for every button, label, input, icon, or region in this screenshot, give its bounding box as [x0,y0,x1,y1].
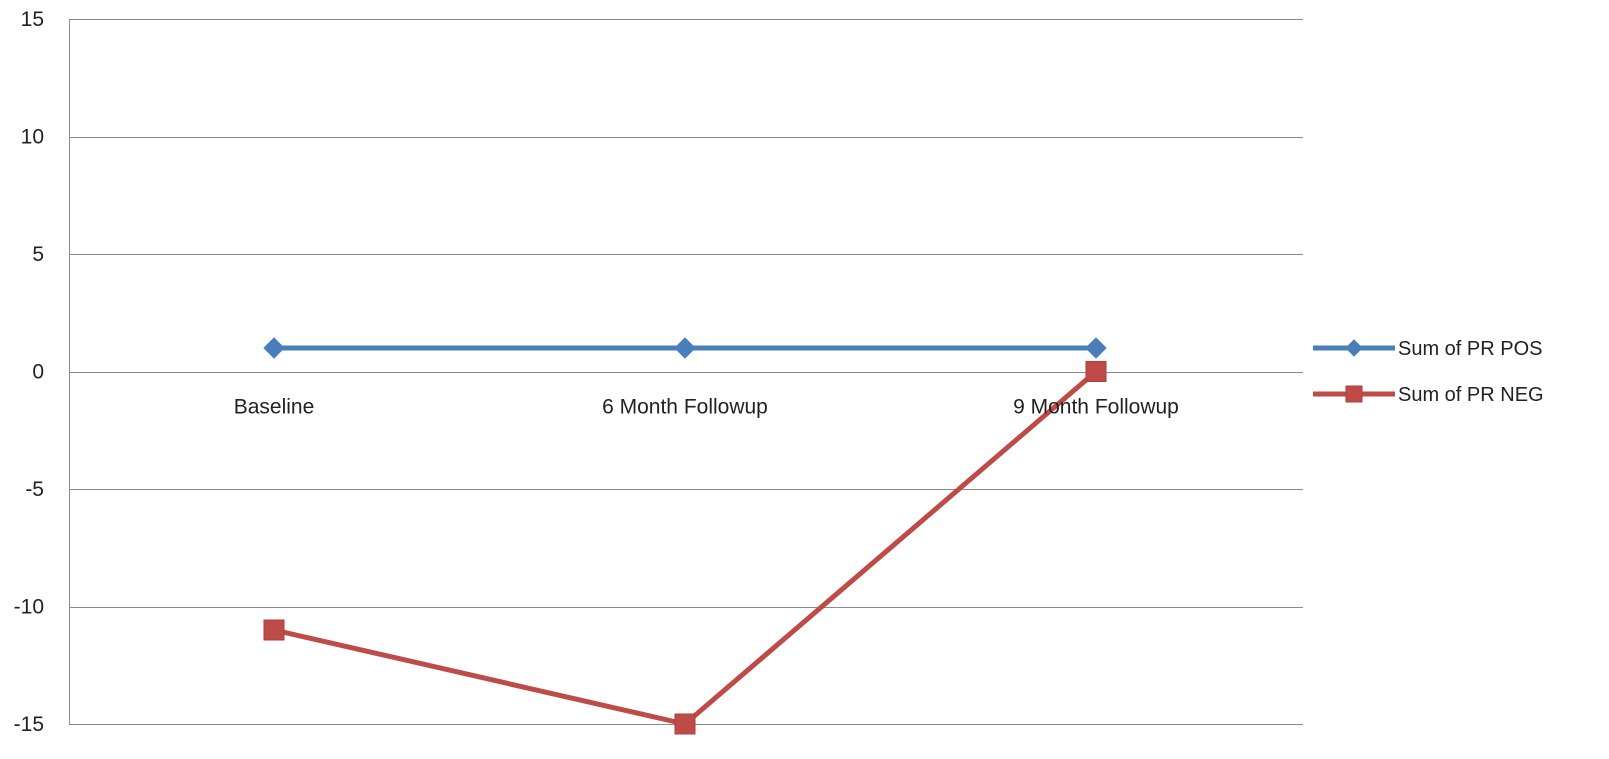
square-marker [1085,361,1107,382]
legend: Sum of PR POS Sum of PR NEG [1313,338,1544,406]
series-line [271,369,1099,727]
x-category-label: 6 Month Followup [602,396,768,419]
x-category-label: Baseline [234,396,315,419]
diamond-marker [1085,337,1107,359]
diamond-marker [1345,339,1363,357]
diamond-marker [263,337,285,359]
y-tick-label: 15 [21,8,44,31]
diamond-marker [674,337,696,359]
category-labels: Baseline 6 Month Followup 9 Month Followup [234,396,1179,419]
y-tick-label: 10 [21,126,44,149]
x-category-label: 9 Month Followup [1013,396,1179,419]
axes: 15 10 5 0 -5 -10 -15 [14,8,70,736]
y-tick-label: 5 [32,243,44,266]
y-tick-label: -15 [14,713,44,736]
legend-label: Sum of PR NEG [1398,384,1544,406]
grid [69,19,1303,725]
y-tick-label: 0 [32,361,44,384]
series [263,337,1107,735]
y-tick-label: -10 [14,596,44,619]
legend-item: Sum of PR NEG [1313,384,1544,406]
square-marker [263,619,285,641]
legend-label: Sum of PR POS [1398,338,1543,360]
legend-item: Sum of PR POS [1313,338,1543,360]
y-tick-label: -5 [25,478,44,501]
series-pr-neg [263,361,1107,735]
square-marker [1345,385,1363,403]
square-marker [674,713,696,735]
series-pr-pos [263,337,1107,359]
